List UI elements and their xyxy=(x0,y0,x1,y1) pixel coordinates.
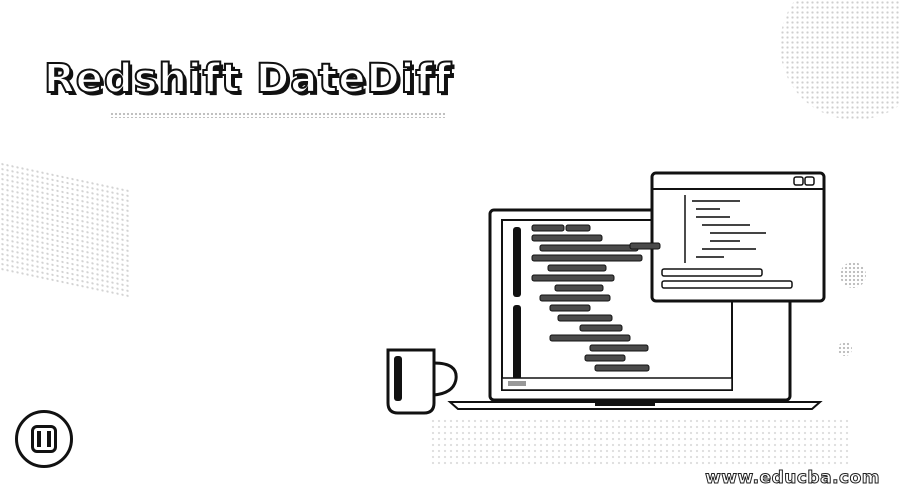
dot-pattern-left xyxy=(0,161,130,299)
floor-dot-pattern xyxy=(430,418,850,468)
dot-decor-1 xyxy=(840,262,866,288)
educba-logo-icon xyxy=(15,410,73,468)
dot-decor-2 xyxy=(838,342,852,356)
code-window-icon xyxy=(629,171,826,303)
title-underline xyxy=(110,112,445,118)
laptop-illustration xyxy=(386,171,826,415)
coffee-mug-icon xyxy=(386,348,458,415)
dot-pattern-top-right xyxy=(780,0,900,120)
page-title: Redshift DateDiff xyxy=(43,55,453,103)
watermark-text: www.educba.com xyxy=(705,468,880,489)
